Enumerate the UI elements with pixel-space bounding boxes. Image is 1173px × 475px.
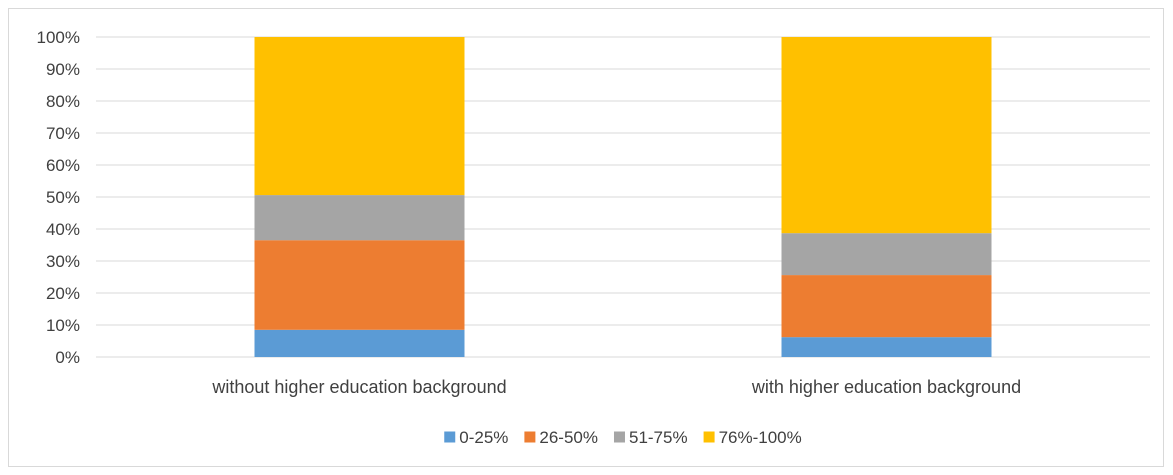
y-tick-label: 100% [37,28,80,47]
legend-label: 26-50% [539,428,598,447]
legend-swatch [613,431,625,443]
legend-swatch [444,431,456,443]
bar-segment [254,195,465,241]
y-tick-label: 80% [46,92,80,111]
x-category-label: without higher education background [211,377,506,397]
y-tick-label: 30% [46,252,80,271]
legend: 0-25% 26-50% 51-75% 76%-100% [444,428,802,447]
y-tick-label: 60% [46,156,80,175]
gridlines [96,36,1150,358]
bar-segment [254,37,465,196]
y-tick-label: 90% [46,60,80,79]
category-labels: without higher education background with … [211,377,1021,397]
y-tick-label: 0% [55,348,80,367]
x-category-label: with higher education background [751,377,1021,397]
bar-segment [781,37,992,234]
bar-segment [781,275,992,338]
y-tick-label: 70% [46,124,80,143]
legend-label: 76%-100% [719,428,802,447]
y-tick-label: 40% [46,220,80,239]
y-axis-ticks: 0% 10% 20% 30% 40% 50% 60% 70% 80% 90% 100% [37,28,80,367]
bars [254,37,992,357]
legend-label: 51-75% [629,428,688,447]
y-tick-label: 50% [46,188,80,207]
legend-swatch [524,431,536,443]
bar-segment [781,233,992,276]
legend-label: 0-25% [459,428,508,447]
legend-swatch [703,431,715,443]
y-tick-label: 20% [46,284,80,303]
bar-segment [781,337,992,357]
bar-segment [254,240,465,330]
bar-segment [254,329,465,357]
y-tick-label: 10% [46,316,80,335]
